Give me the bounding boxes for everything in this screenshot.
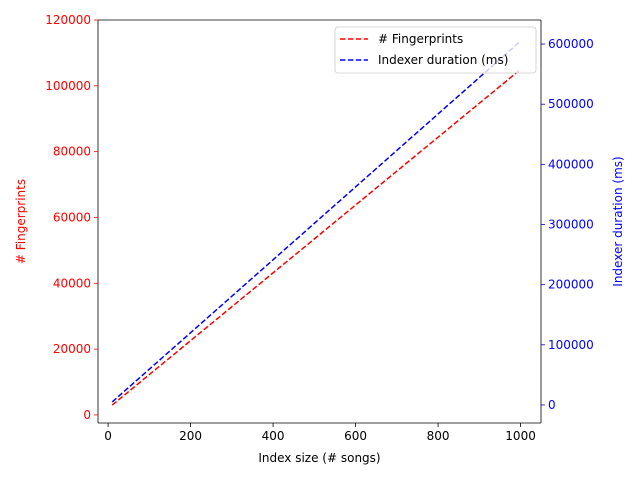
right-y-tick-label: 200000: [548, 278, 594, 292]
x-tick-label: 1000: [505, 429, 536, 443]
x-tick-label: 200: [179, 429, 202, 443]
right-y-tick-label: 600000: [548, 37, 594, 51]
left-y-axis-label: # Fingerprints: [14, 179, 28, 264]
x-tick-label: 400: [262, 429, 285, 443]
x-tick-label: 0: [104, 429, 112, 443]
legend-box: [334, 26, 537, 74]
series-line-2: [111, 40, 522, 403]
left-y-tick-label: 40000: [53, 276, 91, 290]
left-y-tick-label: 100000: [45, 79, 91, 93]
right-y-tick-label: 400000: [548, 157, 594, 171]
right-y-tick-label: 100000: [548, 338, 594, 352]
right-y-tick-label: 500000: [548, 97, 594, 111]
left-y-tick-label: 80000: [53, 145, 91, 159]
x-tick-label: 600: [344, 429, 367, 443]
x-axis-label: Index size (# songs): [258, 451, 380, 465]
legend-label-1: # Fingerprints: [378, 32, 463, 46]
plot-lines: [111, 40, 522, 406]
legend-label-2: Indexer duration (ms): [378, 53, 508, 67]
right-y-tick-label: 300000: [548, 218, 594, 232]
x-tick-label: 800: [427, 429, 450, 443]
right-y-tick-label: 0: [548, 398, 556, 412]
legend: # Fingerprints Indexer duration (ms): [334, 26, 537, 74]
axes: 0 200 400 600 800 1000 0 20000 40000 60000 80000 10…: [45, 13, 594, 443]
right-y-axis-label: Indexer duration (ms): [611, 156, 625, 286]
left-y-tick-label: 120000: [45, 13, 91, 27]
left-y-tick-label: 60000: [53, 210, 91, 224]
series-line-1: [111, 68, 522, 406]
left-y-tick-label: 0: [83, 408, 91, 422]
left-y-tick-label: 20000: [53, 342, 91, 356]
